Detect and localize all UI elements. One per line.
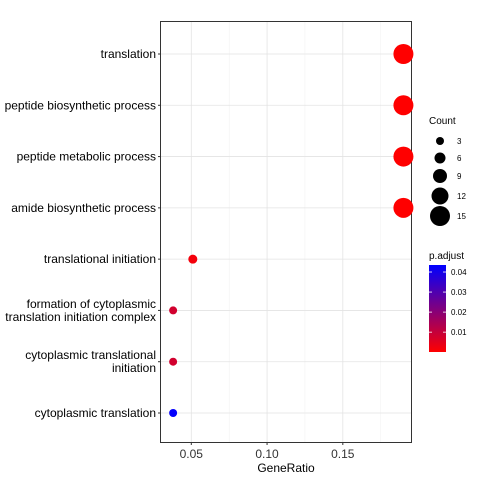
- y-axis-label: translational initiation: [44, 252, 156, 266]
- p-adjust-legend-label: 0.02: [451, 308, 467, 317]
- x-tick-label: 0.10: [255, 447, 279, 461]
- count-legend-dot: [431, 187, 449, 205]
- p-adjust-legend-label: 0.01: [451, 328, 467, 337]
- p-adjust-legend-label: 0.03: [451, 288, 467, 297]
- data-point: [393, 95, 414, 116]
- p-adjust-legend-title: p.adjust: [429, 251, 464, 262]
- p-adjust-legend: p.adjust 0.04 0.03 0.02 0.01: [429, 251, 467, 352]
- count-legend-label: 9: [457, 172, 462, 181]
- count-legend-label: 15: [457, 212, 466, 221]
- count-legend-dot: [430, 206, 450, 226]
- y-axis-label: peptide metabolic process: [17, 150, 156, 164]
- y-axis-label: translation: [101, 47, 156, 61]
- x-tick-label: 0.05: [180, 447, 204, 461]
- y-axis-labels: translation peptide biosynthetic process p…: [5, 47, 161, 420]
- count-legend-dot: [436, 137, 444, 145]
- data-point: [393, 197, 414, 218]
- x-axis-ticks: 0.05 0.10 0.15: [180, 442, 355, 461]
- y-axis-label: cytoplasmic translational: [25, 348, 156, 362]
- x-tick-label: 0.15: [331, 447, 355, 461]
- count-legend-label: 12: [457, 192, 466, 201]
- grid-lines: [161, 22, 411, 442]
- data-point: [169, 306, 178, 315]
- y-axis-label: initiation: [112, 361, 156, 375]
- count-legend-label: 3: [457, 137, 462, 146]
- data-points: [169, 44, 414, 417]
- data-point: [393, 146, 414, 167]
- y-axis-label: amide biosynthetic process: [11, 201, 156, 215]
- x-axis-title: GeneRatio: [257, 461, 315, 475]
- count-legend-title: Count: [429, 116, 456, 127]
- y-axis-label: translation initiation complex: [5, 310, 156, 324]
- y-axis-label: peptide biosynthetic process: [5, 98, 156, 112]
- p-adjust-legend-label: 0.04: [451, 268, 467, 277]
- data-point: [169, 409, 178, 417]
- count-legend: Count 3 6 9 12 15: [429, 116, 466, 226]
- count-legend-label: 6: [457, 154, 462, 163]
- plot-panel: [160, 21, 412, 443]
- p-adjust-colorbar: [429, 265, 446, 352]
- data-point: [188, 254, 198, 264]
- y-axis-label: formation of cytoplasmic: [27, 297, 156, 311]
- y-axis-label: cytoplasmic translation: [35, 406, 156, 420]
- count-legend-dot: [433, 169, 447, 183]
- count-legend-dot: [434, 152, 446, 164]
- data-point: [169, 357, 178, 366]
- data-point: [393, 44, 414, 64]
